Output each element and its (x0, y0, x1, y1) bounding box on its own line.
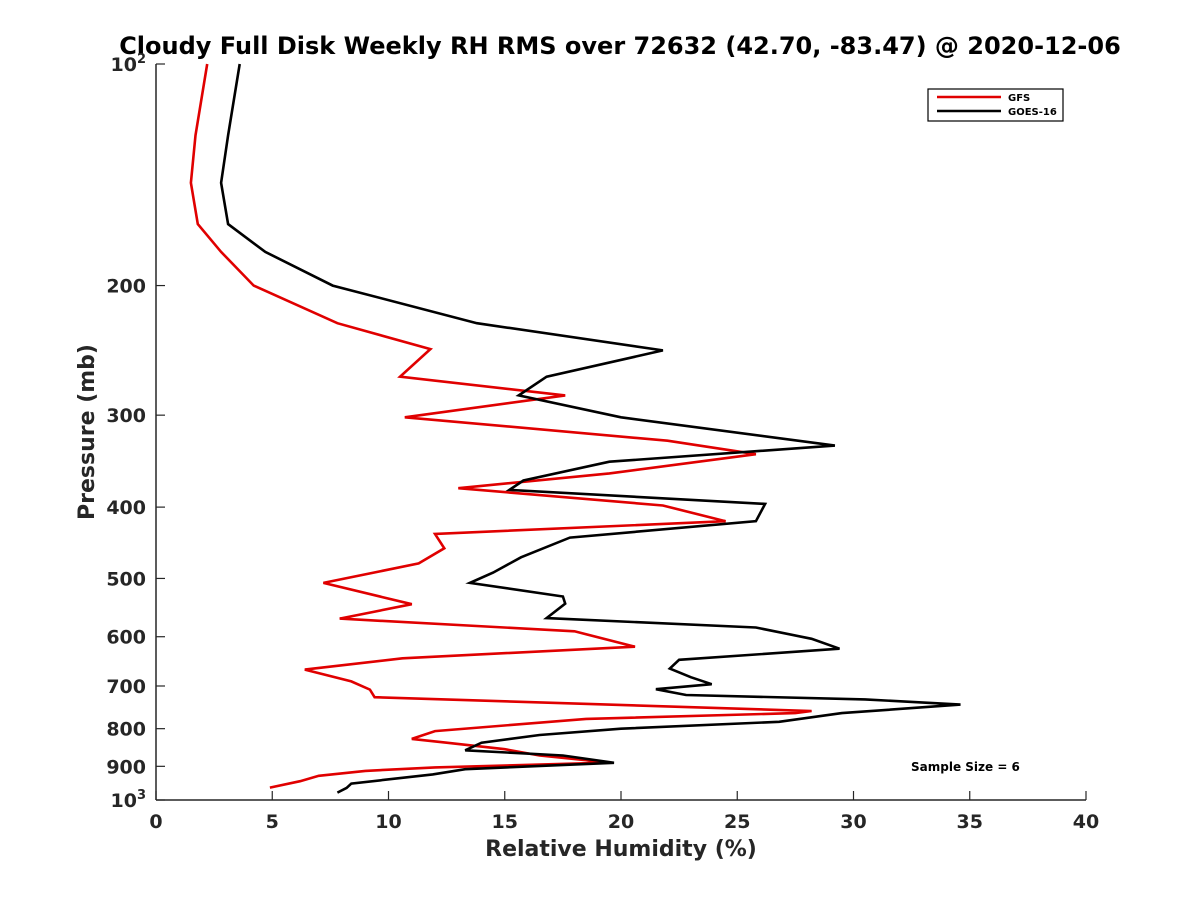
legend: GFS GOES-16 (927, 88, 1064, 122)
x-tick-label: 20 (608, 811, 634, 833)
x-tick-label: 10 (375, 811, 401, 833)
x-tick-label: 35 (957, 811, 983, 833)
series-layer (189, 63, 961, 794)
y-tick-label: 700 (106, 676, 146, 698)
x-axis-ticks: 0 5 10 15 20 25 30 35 40 (149, 791, 1099, 833)
x-tick-label: 25 (724, 811, 750, 833)
y-tick-label: 200 (106, 276, 146, 298)
x-tick-label: 15 (492, 811, 518, 833)
legend-label-goes16: GOES-16 (1008, 107, 1057, 118)
y-tick-label: 500 (106, 568, 146, 590)
y-axis-label: Pressure (mb) (75, 344, 100, 520)
y-tick-label: 300 (106, 405, 146, 427)
y-tick-label: 900 (106, 756, 146, 778)
y-tick-label: 800 (106, 719, 146, 741)
y-axis-ticks: 102 200 300 400 500 600 700 800 900 103 (106, 52, 165, 812)
x-axis-label: Relative Humidity (%) (485, 837, 757, 862)
chart-title: Cloudy Full Disk Weekly RH RMS over 7263… (119, 32, 1121, 60)
legend-box (927, 88, 1064, 122)
legend-label-gfs: GFS (1008, 93, 1030, 104)
y-tick-label: 400 (106, 497, 146, 519)
x-tick-label: 0 (149, 811, 162, 833)
x-tick-label: 30 (840, 811, 866, 833)
y-tick-label: 103 (111, 788, 147, 812)
x-tick-label: 40 (1073, 811, 1099, 833)
x-tick-label: 5 (266, 811, 279, 833)
y-tick-label: 600 (106, 627, 146, 649)
series-line-goes16 (219, 63, 961, 794)
sample-size-annotation: Sample Size = 6 (911, 760, 1020, 774)
y-tick-label: 102 (111, 52, 147, 76)
